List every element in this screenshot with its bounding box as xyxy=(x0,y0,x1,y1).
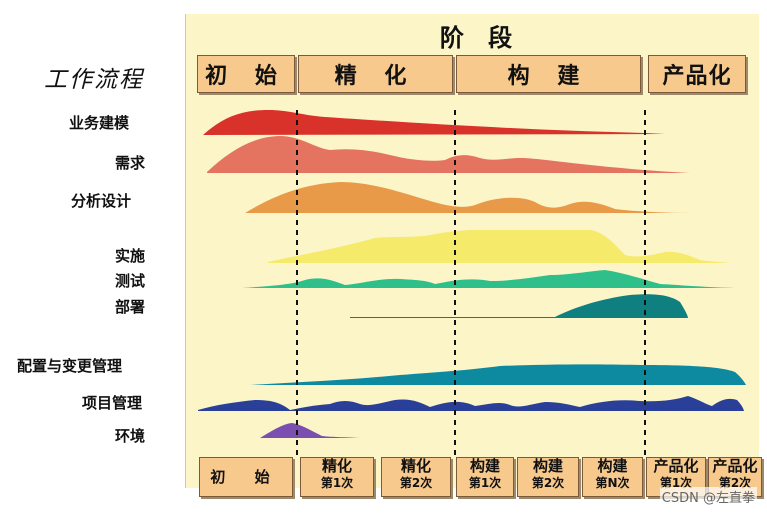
workflow-label-test: 测试 xyxy=(115,272,146,290)
requirements-hump xyxy=(207,136,690,173)
iteration-elaboration-2: 精化 第2次 xyxy=(381,457,451,497)
workflow-label-requirements: 需求 xyxy=(115,154,146,172)
workflow-label-deployment: 部署 xyxy=(115,298,146,316)
workflow-header: 工作流程 xyxy=(44,67,144,93)
iteration-elaboration-1: 精化 第1次 xyxy=(300,457,374,497)
workflow-label-config-change-mgmt: 配置与变更管理 xyxy=(17,357,123,375)
watermark: CSDN @左直拳 xyxy=(659,487,757,506)
deployment-hump xyxy=(350,294,688,318)
phase-construction: 构 建 xyxy=(456,55,641,93)
implementation-hump xyxy=(268,230,735,263)
test-hump xyxy=(242,270,735,288)
iteration-construction-n: 构建 第N次 xyxy=(582,457,643,497)
iteration-initial: 初 始 xyxy=(199,457,293,497)
phase-inception: 初 始 xyxy=(197,55,295,93)
phase-elaboration: 精 化 xyxy=(298,55,453,93)
workflow-label-analysis-design: 分析设计 xyxy=(71,192,132,210)
workflow-label-implementation: 实施 xyxy=(115,247,146,265)
project-management-hump xyxy=(198,396,744,411)
analysis-design-hump xyxy=(245,182,690,213)
environment-hump xyxy=(260,423,700,438)
config-change-hump xyxy=(250,364,746,385)
stage-header: 阶 段 xyxy=(439,24,521,52)
iteration-construction-2: 构建 第2次 xyxy=(517,457,579,497)
workflow-label-environment: 环境 xyxy=(115,427,146,445)
business-modeling-hump xyxy=(203,110,665,135)
workflow-label-project-mgmt: 项目管理 xyxy=(82,394,143,412)
phase-transition: 产品化 xyxy=(648,55,746,93)
iteration-construction-1: 构建 第1次 xyxy=(456,457,514,497)
workflow-label-business-modeling: 业务建模 xyxy=(69,114,130,132)
